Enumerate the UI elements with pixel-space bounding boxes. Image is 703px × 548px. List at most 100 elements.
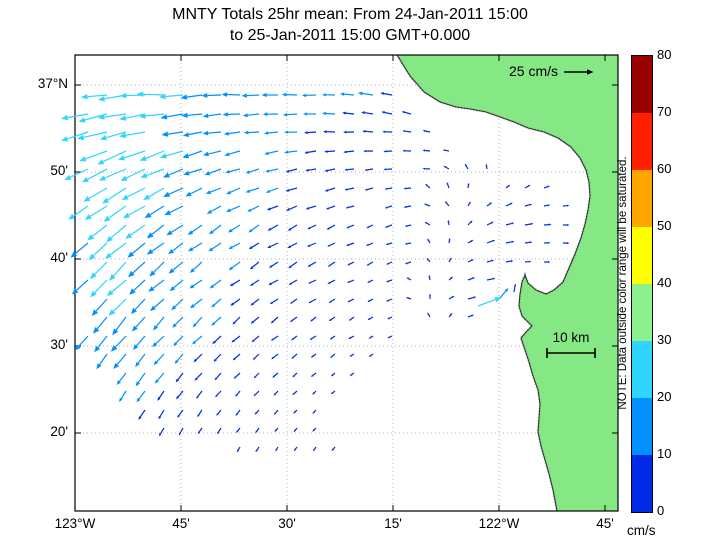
vector-arrow [505,184,511,189]
vector-arrow [403,205,412,208]
vector-arrow [93,316,108,334]
vector-arrow [467,182,470,189]
vector-arrow [77,131,108,141]
vector-arrow [228,261,241,271]
colorbar-band [632,341,652,398]
vector-arrow [248,224,260,233]
vector-arrow [144,205,165,219]
vector-arrow [189,261,203,273]
vector-arrow [193,353,203,363]
scale-bar [546,348,596,358]
vector-arrow [267,242,279,248]
vector-arrow [171,298,184,311]
vector-arrow [442,149,450,152]
vector-arrow [362,130,374,133]
vector-arrow [189,279,203,289]
vector-arrow [422,149,431,152]
vector-arrow [281,92,298,97]
vector-arrow [161,131,184,137]
vector-arrow [562,204,570,207]
vector-arrow [467,201,471,207]
vector-arrow [216,409,222,416]
vector-arrow [304,131,317,135]
vector-arrow [211,298,222,308]
vector-arrow [247,205,260,212]
vector-arrow [90,279,108,298]
vector-arrow [235,409,241,416]
reference-vector-label: 25 cm/s [508,63,558,79]
vector-arrow [367,316,374,321]
vector-arrow [312,409,317,414]
vector-arrow [149,261,165,277]
vector-arrow [98,168,127,181]
vector-arrow [285,168,298,173]
vector-arrow [94,335,108,353]
vector-arrow [292,390,298,396]
vector-arrow [196,390,203,399]
vector-arrow [168,242,184,255]
figure-title-line2: to 25-Jan-2011 15:00 GMT+0.000 [229,27,471,44]
vector-arrow [197,427,203,435]
vector-arrow [367,298,374,303]
vector-arrow [323,130,336,134]
vector-arrow [322,93,336,97]
x-axis-tick-label: 122°W [478,516,520,531]
colorbar-band [632,455,652,512]
vector-arrow [290,316,298,323]
vector-arrow [382,130,393,133]
vector-arrow [185,187,203,197]
vector-arrow [226,187,241,195]
vector-arrow [270,316,279,324]
vector-arrow [79,150,108,162]
colorbar-tick-label: 80 [657,47,672,62]
vector-arrow [543,185,550,189]
vector-arrow [330,390,336,395]
vector-arrow [426,257,431,263]
vector-arrow [543,223,552,226]
vector-arrow [192,316,203,328]
vector-arrow [383,168,393,171]
vector-arrow [136,91,165,97]
vector-arrow [348,335,355,339]
vector-arrow [103,205,127,222]
vector-arrow [366,224,374,229]
vector-arrow [272,372,279,378]
vector-arrow [349,372,355,376]
vector-arrow [387,316,393,320]
vector-arrow [363,149,374,153]
vector-arrow [448,295,455,300]
vector-arrow [253,372,260,379]
y-axis-tick-label: 37°N [37,76,68,91]
vector-arrow [347,261,355,266]
vector-arrow [182,150,203,159]
vector-arrow [301,93,317,98]
vector-arrow [384,187,393,190]
vector-arrow [135,353,146,367]
vector-arrow [288,279,298,285]
vector-arrow [252,353,260,360]
vector-arrow [83,187,108,202]
vector-arrow [253,390,260,397]
vector-arrow [307,242,317,247]
vector-arrow [505,202,513,207]
vector-arrow [385,242,393,246]
vector-arrow [81,168,108,183]
vector-arrow [386,298,393,302]
vector-arrow [143,187,165,200]
figure-title-line1: MNTY Totals 25hr mean: From 24-Jan-2011 … [172,6,528,23]
vector-arrow [330,372,336,377]
vector-arrow [513,283,517,293]
vector-arrow [97,150,127,165]
vector-arrow [172,316,184,328]
vector-arrow [139,113,165,119]
colorbar-tick-label: 0 [657,503,665,518]
vector-arrow [477,297,502,307]
vector-arrow [291,353,298,359]
vector-arrow [273,390,279,396]
vector-arrow [140,168,165,178]
vector-arrow [138,409,146,420]
vector-arrow [97,113,127,120]
vector-arrow [242,113,260,118]
vector-arrow [235,390,241,397]
